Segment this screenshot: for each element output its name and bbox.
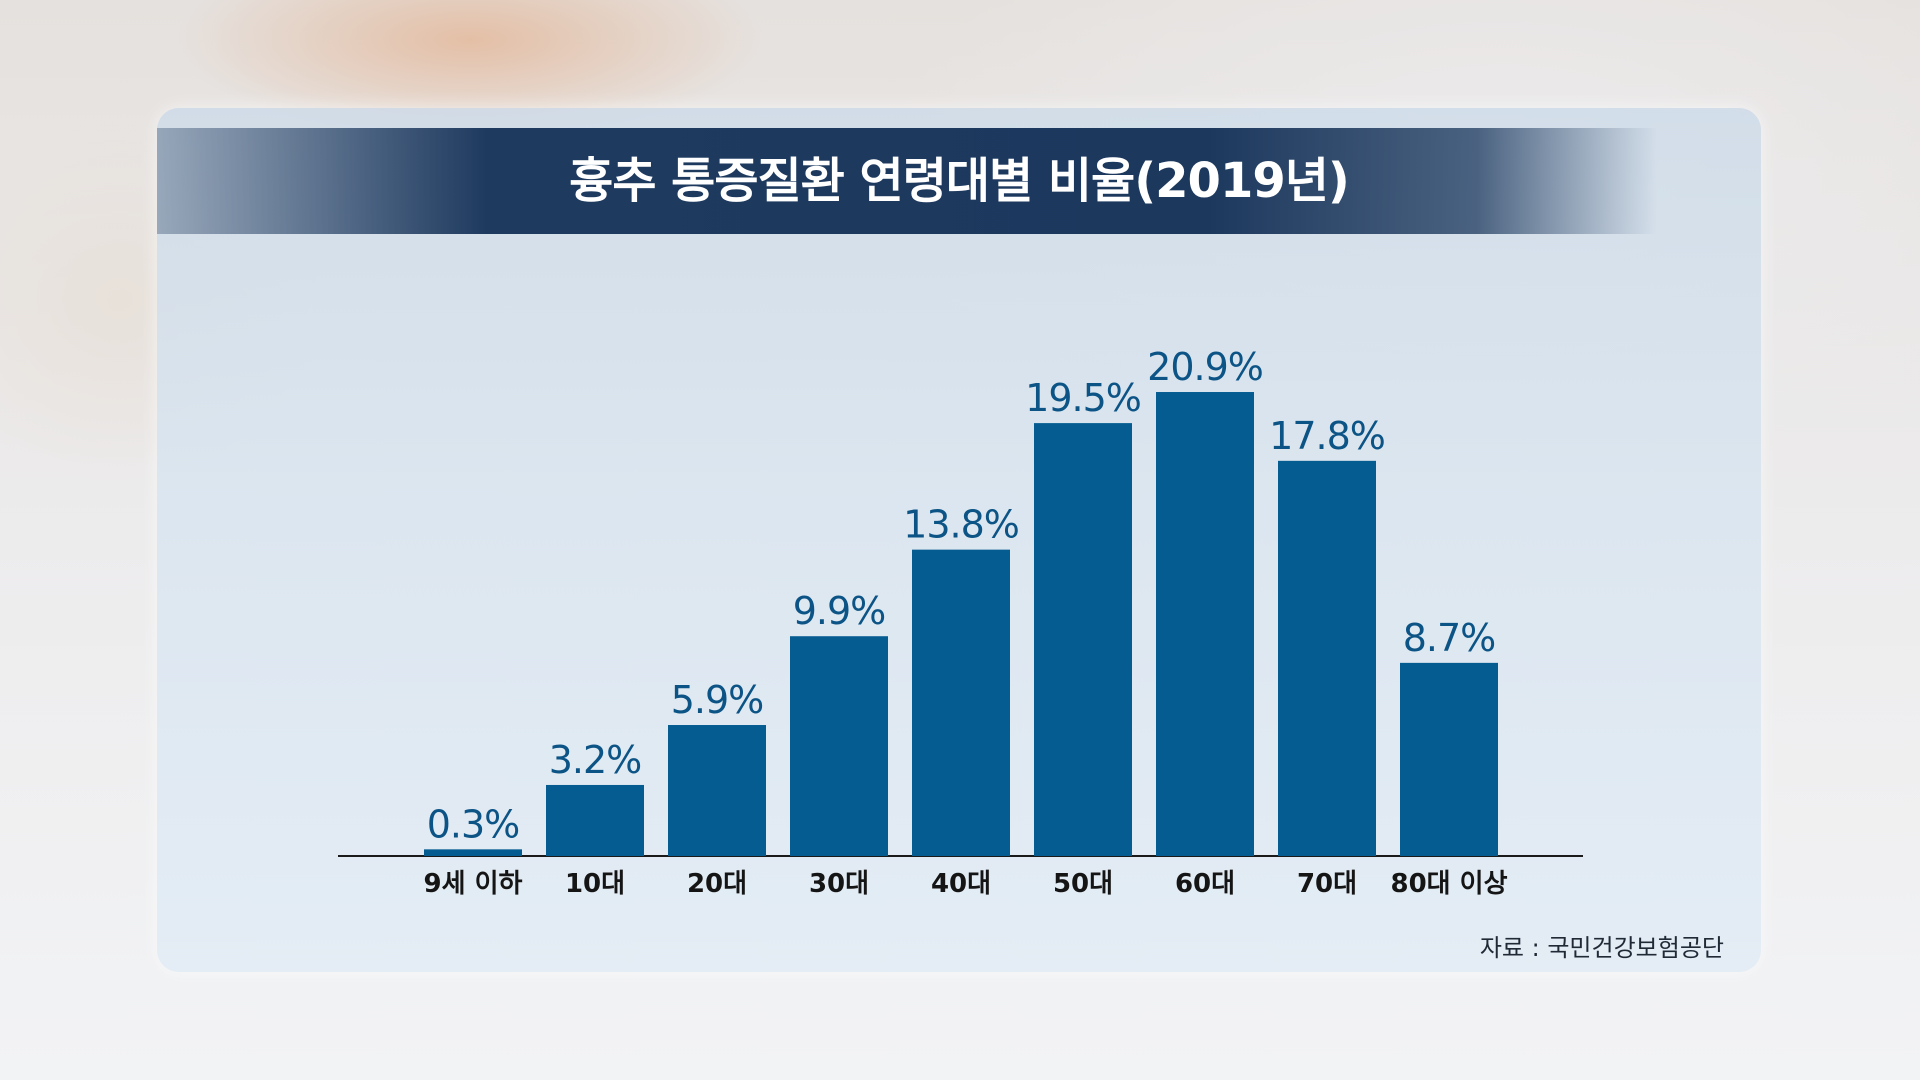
category-label-3: 20대 xyxy=(687,869,747,899)
value-label-6: 19.5% xyxy=(1025,376,1141,420)
category-label-4: 30대 xyxy=(809,869,869,899)
value-label-1: 0.3% xyxy=(427,802,520,846)
bar-1 xyxy=(424,849,522,856)
bar-7 xyxy=(1156,392,1254,856)
value-label-7: 20.9% xyxy=(1147,345,1263,389)
value-label-2: 3.2% xyxy=(549,738,642,782)
category-label-7: 60대 xyxy=(1175,869,1235,899)
category-label-2: 10대 xyxy=(565,869,625,899)
source-note: 자료 : 국민건강보험공단 xyxy=(1479,934,1724,962)
bar-9 xyxy=(1400,662,1498,856)
title-bar xyxy=(157,128,1657,234)
bar-4 xyxy=(790,636,888,856)
value-label-3: 5.9% xyxy=(671,678,764,722)
bar-2 xyxy=(546,784,644,856)
bar-3 xyxy=(668,725,766,856)
value-label-4: 9.9% xyxy=(793,589,886,633)
value-label-5: 13.8% xyxy=(903,503,1019,547)
chart-title: 흉추 통증질환 연령대별 비율(2019년) xyxy=(569,153,1350,209)
category-label-5: 40대 xyxy=(931,869,991,899)
category-label-1: 9세 이하 xyxy=(424,869,523,899)
value-label-9: 8.7% xyxy=(1403,616,1496,660)
category-label-8: 70대 xyxy=(1297,869,1357,899)
bar-5 xyxy=(912,549,1010,856)
category-label-6: 50대 xyxy=(1053,869,1113,899)
category-label-9: 80대 이상 xyxy=(1391,869,1508,899)
bar-8 xyxy=(1278,460,1376,856)
bar-6 xyxy=(1034,423,1132,856)
value-label-8: 17.8% xyxy=(1269,414,1385,458)
